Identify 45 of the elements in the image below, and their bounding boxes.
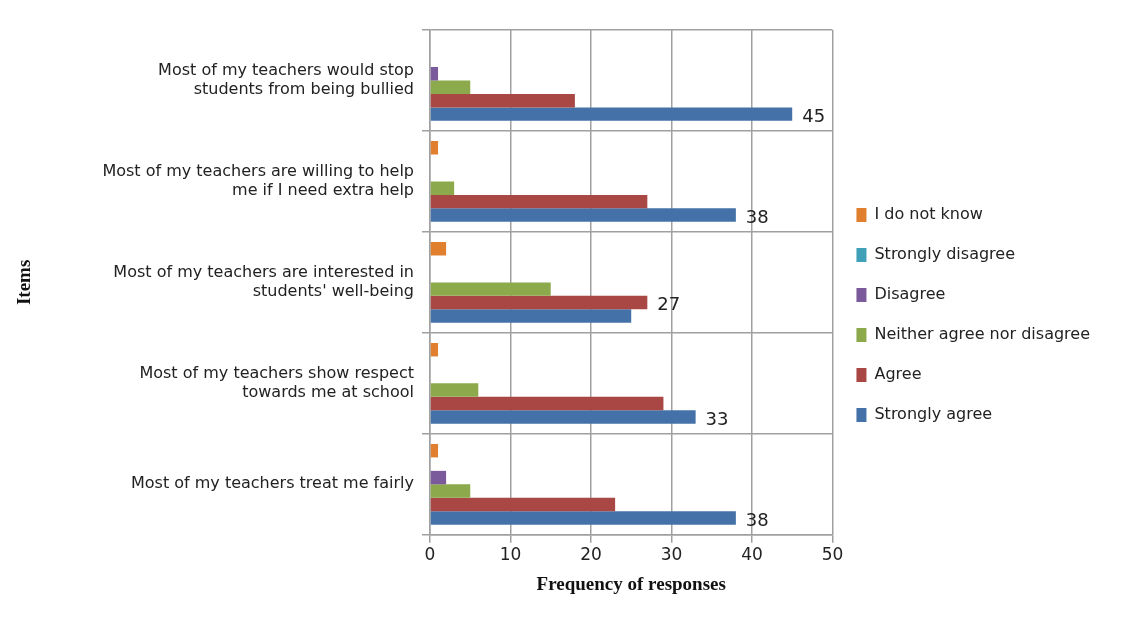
bar (430, 511, 736, 525)
data-label: 27 (657, 293, 681, 315)
bar (430, 470, 447, 485)
bar (430, 309, 632, 323)
data-label: 38 (745, 508, 769, 530)
x-tick-label: 40 (741, 544, 763, 565)
bar (430, 484, 471, 498)
bar (430, 80, 471, 94)
bar (430, 141, 439, 155)
bar (430, 67, 439, 81)
data-label: 38 (745, 205, 769, 227)
legend-label: Strongly agree (874, 404, 993, 424)
x-tick-label: 10 (499, 544, 522, 565)
y-tick-label: Most of my teachers would stop students from being bullied (158, 60, 414, 99)
y-tick-label: Most of my teachers are interested in students' well-being (113, 261, 414, 301)
y-axis-title: Items (13, 259, 35, 306)
x-axis-title: Frequency of responses (536, 572, 726, 594)
y-tick-label: Most of my teachers are willing to help me if I need extra help (102, 161, 414, 200)
bar (430, 383, 479, 397)
bar (430, 295, 648, 310)
legend-label: Strongly disagree (874, 244, 1016, 264)
bar (430, 181, 455, 195)
x-tick-label: 20 (580, 544, 602, 565)
legend-label: Disagree (874, 284, 946, 304)
data-label: 33 (705, 407, 729, 429)
y-tick-label: Most of my teachers treat me fairly (130, 473, 414, 493)
bar (430, 107, 793, 121)
bar (430, 282, 551, 296)
legend-label: I do not know (874, 204, 983, 224)
bar (430, 410, 696, 424)
legend-label: Neither agree nor disagree (874, 324, 1090, 344)
data-label: 45 (802, 104, 826, 126)
y-tick-label: Most of my teachers show respect towards me at school (139, 362, 414, 402)
bar (430, 497, 616, 512)
bar (430, 194, 648, 209)
bar (430, 396, 664, 411)
bar (430, 242, 447, 256)
x-tick-label: 0 (424, 544, 436, 565)
bar (430, 443, 439, 458)
x-tick-label: 30 (660, 544, 683, 565)
bar (430, 208, 736, 222)
bar (430, 342, 439, 357)
bar (430, 93, 575, 108)
legend-label: Agree (874, 364, 922, 384)
x-tick-label: 50 (821, 544, 844, 565)
